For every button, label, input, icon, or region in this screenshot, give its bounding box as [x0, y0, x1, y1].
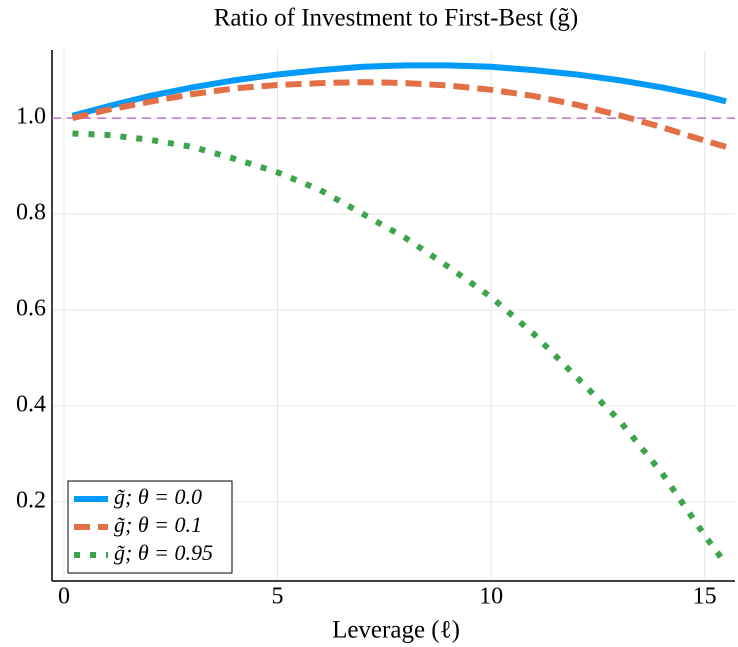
- series-line: [71, 62, 727, 119]
- y-tick-label: 1.0: [16, 104, 46, 130]
- legend-label: g̃; θ = 0.95: [114, 540, 213, 565]
- y-tick-label: 0.2: [16, 487, 46, 513]
- chart-title: Ratio of Investment to First-Best (g̃): [214, 5, 579, 32]
- legend-label: g̃; θ = 0.0: [114, 484, 202, 509]
- x-tick-label: 15: [693, 584, 717, 610]
- series-line: [72, 130, 729, 566]
- y-tick-label: 0.8: [16, 200, 46, 226]
- series-line: [71, 79, 727, 150]
- x-tick-label: 5: [272, 584, 284, 610]
- x-axis-label: Leverage (ℓ): [332, 617, 460, 644]
- y-tick-label: 0.4: [16, 391, 46, 417]
- y-tick-label: 0.6: [16, 295, 46, 321]
- x-tick-label: 10: [479, 584, 503, 610]
- x-tick-label: 0: [58, 584, 70, 610]
- legend-label: g̃; θ = 0.1: [114, 512, 202, 537]
